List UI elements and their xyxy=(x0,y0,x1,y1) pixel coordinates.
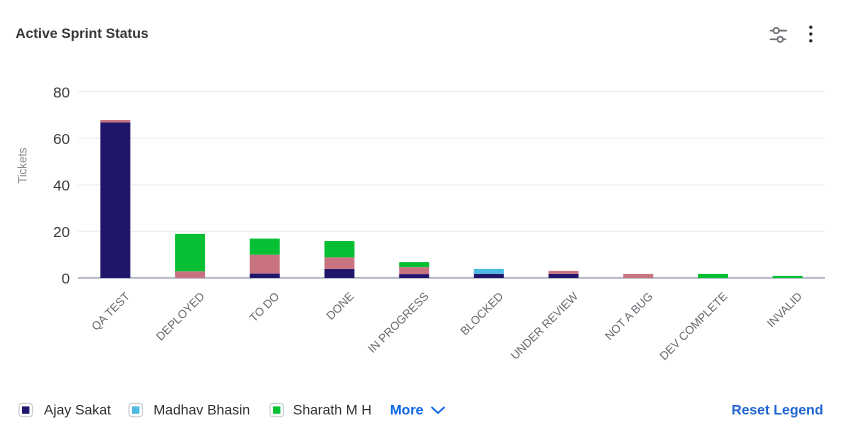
svg-text:BLOCKED: BLOCKED xyxy=(459,291,506,338)
svg-text:UNDER REVIEW: UNDER REVIEW xyxy=(509,291,581,363)
svg-text:Madhav Bhasin: Madhav Bhasin xyxy=(154,402,251,418)
svg-text:DEPLOYED: DEPLOYED xyxy=(155,291,208,344)
svg-text:Sharath M H: Sharath M H xyxy=(293,402,372,418)
svg-text:60: 60 xyxy=(53,131,70,148)
svg-text:TO DO: TO DO xyxy=(248,291,282,325)
svg-text:QA TEST: QA TEST xyxy=(90,291,133,334)
svg-text:Tickets: Tickets xyxy=(17,147,29,183)
svg-text:INVALID: INVALID xyxy=(765,291,805,331)
svg-text:Reset Legend: Reset Legend xyxy=(731,401,823,417)
svg-text:40: 40 xyxy=(53,178,70,195)
svg-text:Active Sprint Status: Active Sprint Status xyxy=(16,25,149,41)
svg-text:20: 20 xyxy=(53,224,70,241)
svg-text:80: 80 xyxy=(53,84,70,101)
svg-text:0: 0 xyxy=(62,271,70,288)
svg-text:Ajay Sakat: Ajay Sakat xyxy=(44,402,111,418)
svg-text:IN PROGRESS: IN PROGRESS xyxy=(366,290,431,355)
svg-text:NOT A BUG: NOT A BUG xyxy=(603,291,655,343)
svg-text:DONE: DONE xyxy=(325,290,357,322)
svg-text:More: More xyxy=(390,402,424,418)
svg-text:DEV COMPLETE: DEV COMPLETE xyxy=(658,290,730,362)
